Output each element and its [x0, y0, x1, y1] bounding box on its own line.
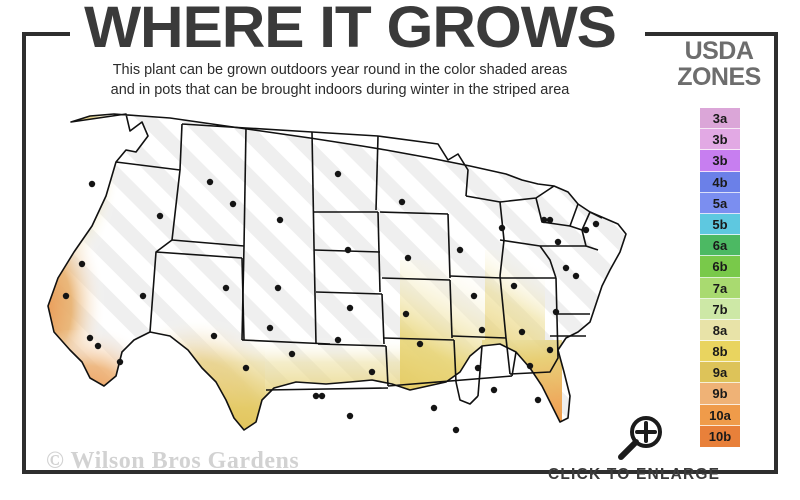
legend-zone-10a[interactable]: 10a: [700, 404, 740, 426]
legend-zone-8b[interactable]: 8b: [700, 341, 740, 363]
city-dot: [552, 308, 560, 316]
city-dot: [94, 342, 102, 350]
city-dot: [474, 364, 482, 372]
city-dot: [206, 178, 214, 186]
city-dot: [346, 412, 354, 420]
legend-zone-3b-1[interactable]: 3b: [700, 129, 740, 151]
city-dot: [582, 226, 590, 234]
city-dot: [368, 368, 376, 376]
legend-zone-8a[interactable]: 8a: [700, 319, 740, 342]
usda-zone-legend[interactable]: 3a 3b 3b 4b 5a 5b 6a 6b 7a 7b 8a 8b 9a 9b 10a 10b: [700, 108, 740, 447]
city-dot: [88, 180, 96, 188]
city-dot: [572, 272, 580, 280]
frame-border-right: [774, 32, 778, 474]
city-dot: [288, 350, 296, 358]
city-dot: [312, 392, 320, 400]
legend-zone-3b-2[interactable]: 3b: [700, 150, 740, 172]
legend-zone-5a[interactable]: 5a: [700, 192, 740, 214]
us-map-svg[interactable]: [30, 100, 650, 450]
city-dot: [430, 404, 438, 412]
legend-zone-3a[interactable]: 3a: [700, 108, 740, 130]
city-dot: [456, 246, 464, 254]
city-dot: [266, 324, 274, 332]
city-dot: [78, 260, 86, 268]
usda-zone-map[interactable]: [30, 100, 650, 450]
frame-border-top-right: [645, 32, 778, 36]
city-dot: [229, 200, 237, 208]
city-dot: [156, 212, 164, 220]
subtitle: This plant can be grown outdoors year ro…: [30, 60, 650, 100]
city-dot: [416, 340, 424, 348]
legend-zone-9a[interactable]: 9a: [700, 362, 740, 384]
zone-shade-mid-atlantic: [485, 250, 545, 340]
legend-zone-9b[interactable]: 9b: [700, 383, 740, 405]
legend-zone-7a[interactable]: 7a: [700, 277, 740, 299]
legend-zone-10b[interactable]: 10b: [700, 425, 740, 447]
city-dot: [222, 284, 230, 292]
page-title: WHERE IT GROWS: [84, 0, 617, 60]
city-dot: [554, 238, 562, 246]
city-dot: [478, 326, 486, 334]
frame-border-top-left: [22, 32, 70, 36]
city-dot: [402, 310, 410, 318]
subtitle-line-2: and in pots that can be brought indoors …: [110, 82, 570, 98]
city-dot: [139, 292, 147, 300]
city-dot-group: [62, 170, 600, 434]
legend-title: USDA ZONES: [660, 38, 778, 90]
click-to-enlarge-label[interactable]: CLICK TO ENLARGE: [548, 466, 721, 483]
city-dot: [546, 346, 554, 354]
city-dot: [334, 170, 342, 178]
city-dot: [498, 224, 506, 232]
city-dot: [334, 336, 342, 344]
frame-border-bottom: [22, 470, 778, 474]
legend-title-line-2: ZONES: [677, 63, 761, 91]
legend-zone-4b[interactable]: 4b: [700, 171, 740, 193]
legend-zone-5b[interactable]: 5b: [700, 213, 740, 236]
city-dot: [344, 246, 352, 254]
city-dot: [86, 334, 94, 342]
city-dot: [404, 254, 412, 262]
map-outlines: [47, 113, 627, 431]
city-dot: [540, 216, 548, 224]
city-dot: [518, 328, 526, 336]
city-dot: [526, 362, 534, 370]
city-dot: [534, 396, 542, 404]
city-dot: [562, 264, 570, 272]
city-dot: [318, 392, 326, 400]
city-dot: [242, 364, 250, 372]
city-dot: [398, 198, 406, 206]
city-dot: [510, 282, 518, 290]
city-dot: [276, 216, 284, 224]
frame-border-left: [22, 32, 26, 474]
magnifier-plus-icon[interactable]: [612, 414, 668, 462]
subtitle-line-1: This plant can be grown outdoors year ro…: [112, 62, 568, 78]
city-dot: [470, 292, 478, 300]
legend-zone-6b[interactable]: 6b: [700, 256, 740, 278]
city-dot: [490, 386, 498, 394]
watermark: © Wilson Bros Gardens: [46, 448, 300, 474]
city-dot: [116, 358, 124, 366]
city-dot: [274, 284, 282, 292]
city-dot: [210, 332, 218, 340]
city-dot: [592, 220, 600, 228]
city-dot: [452, 426, 460, 434]
city-dot: [346, 304, 354, 312]
legend-zone-6a[interactable]: 6a: [700, 235, 740, 257]
legend-title-line-1: USDA: [684, 37, 754, 65]
legend-zone-7b[interactable]: 7b: [700, 298, 740, 320]
city-dot: [62, 292, 70, 300]
city-dot: [546, 216, 554, 224]
